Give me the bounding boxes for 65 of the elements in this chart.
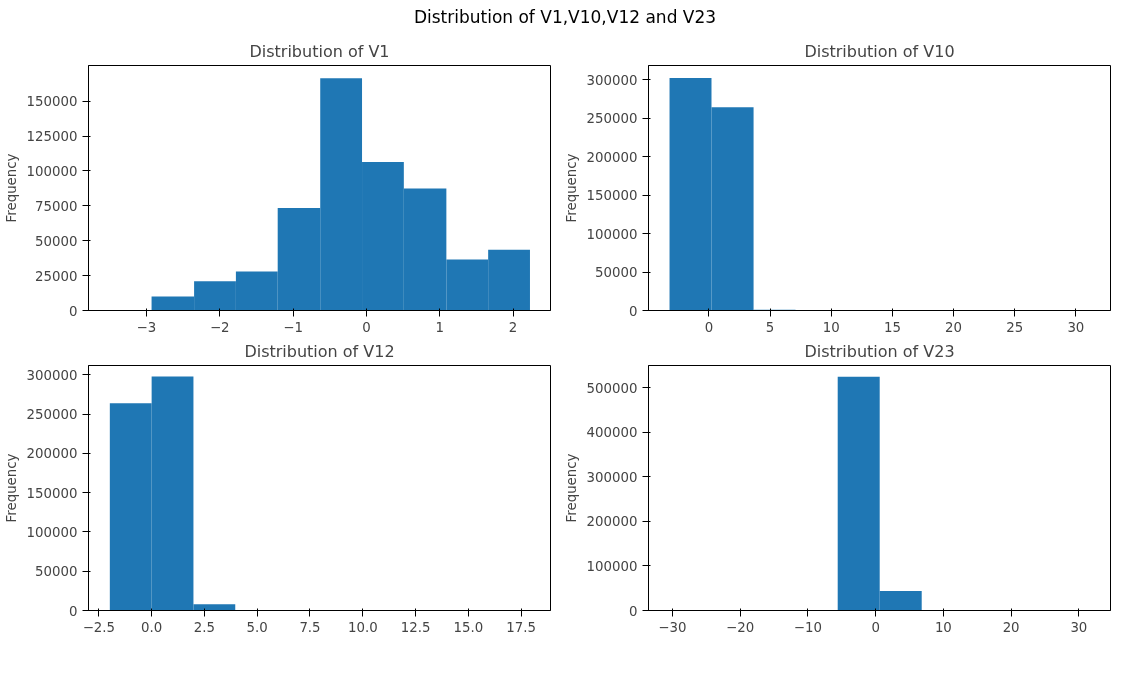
y-tick-label: 500000 — [586, 380, 638, 396]
x-tick-label: 5.0 — [246, 619, 268, 635]
y-tick-label: 300000 — [26, 368, 78, 384]
y-tick-label: 200000 — [26, 446, 78, 462]
y-tick-label: 200000 — [586, 514, 638, 530]
x-tick-label: 10 — [822, 319, 840, 335]
y-axis-title: Frequency — [563, 453, 579, 523]
y-tick-label: 0 — [69, 303, 78, 319]
y-tick-label: 400000 — [586, 425, 638, 441]
y-tick-label: 100000 — [26, 525, 78, 541]
x-tick-label: 0 — [871, 619, 880, 635]
x-tick-label: 17.5 — [506, 619, 536, 635]
y-tick-label: 100000 — [586, 559, 638, 575]
x-tick-label: 20 — [945, 319, 963, 335]
x-tick-label: −2 — [209, 319, 230, 335]
x-tick-label: 0 — [362, 319, 371, 335]
x-tick-label: −2.5 — [82, 619, 116, 635]
chart-title: Distribution of V10 — [804, 41, 955, 61]
y-tick-label: 75000 — [35, 199, 78, 215]
x-tick-label: −30 — [658, 619, 687, 635]
x-tick-label: 12.5 — [400, 619, 431, 635]
x-tick-label: 15.0 — [453, 619, 484, 635]
x-tick-label: 0 — [704, 319, 714, 335]
x-tick-label: 30 — [1067, 319, 1085, 335]
x-tick-label: 2.5 — [193, 619, 216, 635]
x-tick-label: 1 — [435, 319, 445, 335]
y-tick-label: 50000 — [35, 564, 78, 580]
x-tick-label: 7.5 — [299, 619, 321, 635]
x-tick-label: 25 — [1006, 319, 1024, 335]
y-tick-label: 50000 — [35, 234, 78, 250]
x-tick-label: 20 — [1002, 619, 1020, 635]
y-tick-label: 0 — [629, 303, 638, 319]
chart-title: Distribution of V1 — [249, 41, 390, 61]
y-tick-label: 25000 — [35, 268, 78, 284]
y-tick-label: 100000 — [26, 164, 78, 180]
y-tick-label: 0 — [69, 603, 78, 619]
y-tick-label: 250000 — [586, 111, 638, 127]
x-tick-label: −1 — [283, 319, 303, 335]
x-tick-label: −10 — [793, 619, 822, 635]
x-tick-label: −20 — [726, 619, 755, 635]
x-tick-label: 15 — [883, 319, 901, 335]
x-tick-label: 10 — [934, 619, 952, 635]
y-tick-label: 150000 — [26, 94, 78, 110]
y-tick-label: 125000 — [26, 129, 78, 145]
y-tick-label: 300000 — [586, 72, 638, 88]
y-tick-label: 50000 — [595, 265, 638, 281]
y-tick-label: 150000 — [26, 485, 78, 501]
chart-title: Distribution of V23 — [804, 341, 955, 361]
y-axis-title: Frequency — [563, 153, 579, 223]
x-tick-label: 0.0 — [141, 619, 163, 635]
text: Distribution of V1,V10,V12 and V23 — [413, 6, 717, 29]
y-tick-label: 300000 — [586, 470, 638, 485]
chart-title: Distribution of V12 — [244, 341, 395, 361]
x-tick-label: 2 — [508, 319, 518, 335]
y-tick-label: 0 — [629, 603, 638, 619]
y-tick-label: 150000 — [586, 188, 638, 204]
x-tick-label: 10.0 — [347, 619, 378, 635]
y-axis-title: Frequency — [3, 453, 19, 523]
x-tick-label: −3 — [136, 319, 157, 335]
y-tick-label: 100000 — [586, 226, 638, 242]
y-axis-title: Frequency — [3, 153, 19, 223]
y-tick-label: 250000 — [26, 407, 78, 423]
x-tick-label: 5 — [765, 319, 775, 335]
y-tick-label: 200000 — [586, 149, 638, 165]
x-tick-label: 30 — [1070, 619, 1088, 635]
